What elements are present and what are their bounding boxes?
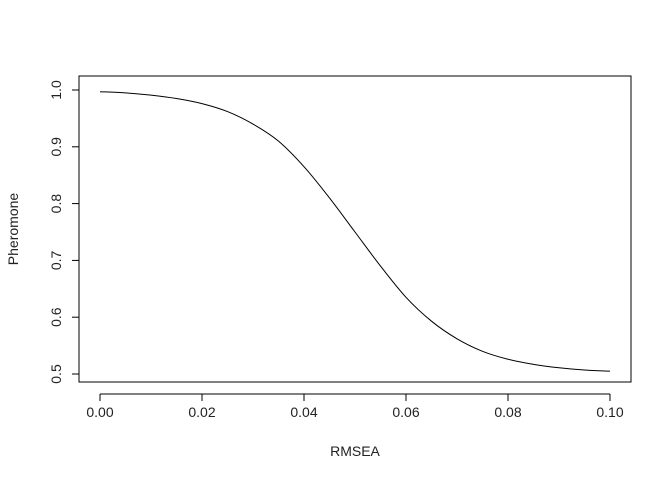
x-tick-label: 0.06 [392,404,419,420]
series-layer [99,91,611,372]
plot-area-box [78,75,632,383]
x-tick-label: 0.08 [494,404,521,420]
x-axis-label: RMSEA [330,443,380,459]
y-tick-label: 0.8 [48,194,64,214]
y-tick-label: 0.6 [48,307,64,327]
x-axis: 0.00 0.02 0.04 0.06 0.08 0.10 [86,393,624,420]
series-line [99,91,611,372]
x-tick-label: 0.04 [290,404,317,420]
y-tick-label: 0.5 [48,364,64,384]
x-tick-label: 0.00 [86,404,113,420]
y-tick-label: 0.7 [48,250,64,270]
y-axis: 0.5 0.6 0.7 0.8 0.9 1.0 [48,80,80,384]
y-tick-label: 0.9 [48,137,64,157]
y-tick-label: 1.0 [48,80,64,100]
x-tick-label: 0.02 [188,404,215,420]
y-axis-label: Pheromone [5,193,21,266]
x-tick-label: 0.10 [596,404,623,420]
